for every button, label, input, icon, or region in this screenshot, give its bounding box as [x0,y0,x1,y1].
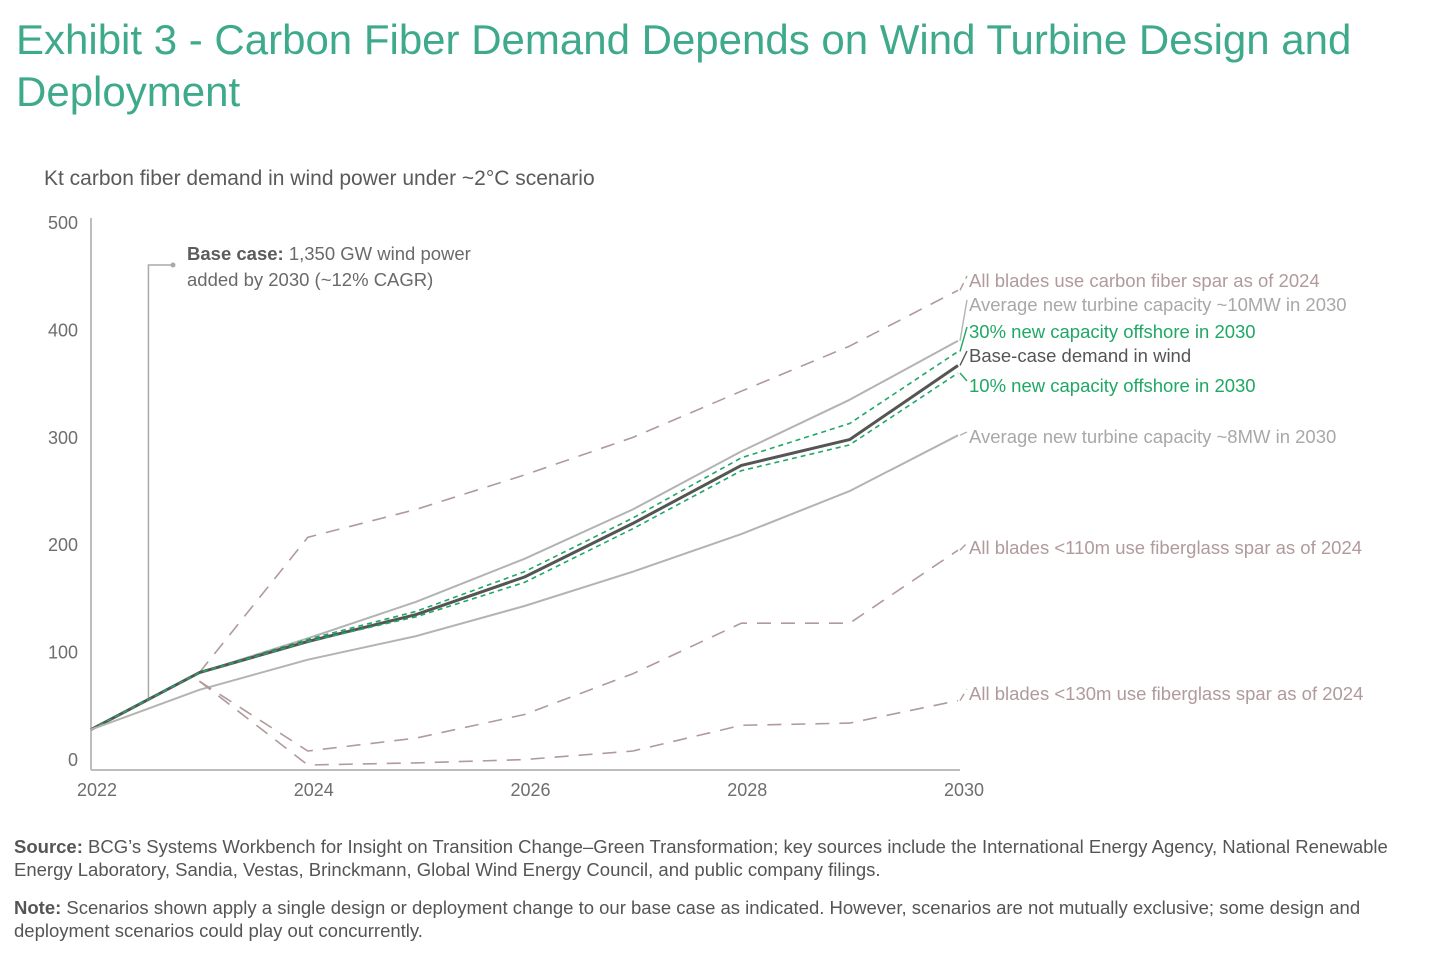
series-label: 10% new capacity offshore in 2030 [969,375,1256,396]
source-text: BCG’s Systems Workbench for Insight on T… [14,836,1388,880]
annotation-bold: Base case: [187,243,284,264]
axes [90,218,960,771]
series-line-1 [198,289,959,674]
series-label: Average new turbine capacity ~8MW in 203… [969,426,1336,447]
series-line-6 [90,434,959,731]
tick-labels: 0 100 200 300 400 500 2022 2024 2026 2028 2030 [48,213,984,800]
series-line-3 [90,350,959,731]
note-text: Scenarios shown apply a single design or… [14,897,1361,941]
series-lines [90,289,959,766]
footer-note: Note: Scenarios shown apply a single des… [14,896,1424,942]
annotation-line2: added by 2030 (~12% CAGR) [187,269,434,290]
y-tick-label: 300 [48,428,78,448]
annotation-line1: 1,350 GW wind power [283,243,471,264]
note-label: Note: [14,897,62,918]
annotation-dot [170,262,176,268]
series-line-7 [198,549,959,752]
chart-subtitle: Kt carbon fiber demand in wind power und… [44,167,595,190]
label-connector [959,299,968,341]
series-label: All blades use carbon fiber spar as of 2… [969,270,1320,291]
series-label: 30% new capacity offshore in 2030 [969,321,1256,342]
series-labels: All blades use carbon fiber spar as of 2… [959,270,1363,704]
series-line-4 [90,364,959,731]
label-connector [959,542,968,551]
y-tick-label: 400 [48,320,78,340]
annotation-leader [147,262,176,699]
y-tick-label: 200 [48,535,78,555]
label-connector [959,350,968,366]
label-connector [959,431,968,436]
series-label: Average new turbine capacity ~10MW in 20… [969,294,1347,315]
label-connector [959,326,968,352]
series-label: Base-case demand in wind [969,345,1191,366]
series-label: All blades <110m use fiberglass spar as … [969,537,1362,558]
label-connector [959,372,968,382]
annotation-leader-line [147,264,173,699]
base-case-annotation: Base case: 1,350 GW wind power added by … [187,241,471,293]
label-connector [959,275,968,291]
x-tick-label: 2026 [510,780,550,800]
source-note: Source: BCG’s Systems Workbench for Insi… [14,835,1424,881]
series-line-2 [90,339,959,731]
label-connector [959,688,968,701]
x-tick-label: 2022 [77,780,117,800]
x-tick-label: 2028 [727,780,767,800]
line-chart: 0 100 200 300 400 500 2022 2024 2026 2028 2030 All… [48,213,1363,800]
page-title: Exhibit 3 - Carbon Fiber Demand Depends … [16,16,1352,115]
y-tick-label: 500 [48,213,78,233]
source-label: Source: [14,836,83,857]
x-tick-label: 2024 [294,780,334,800]
series-line-8 [198,680,959,766]
x-tick-label: 2030 [944,780,984,800]
y-tick-label: 0 [68,750,78,770]
series-label: All blades <130m use fiberglass spar as … [969,683,1363,704]
series-line-5 [90,372,959,731]
y-tick-label: 100 [48,643,78,663]
